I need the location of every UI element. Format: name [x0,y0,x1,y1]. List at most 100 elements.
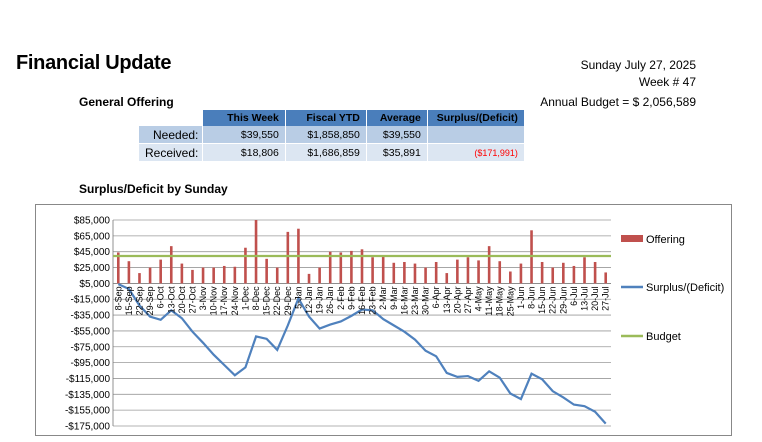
needed-average: $39,550 [366,126,428,144]
legend-offering-swatch [621,235,643,242]
report-date: Sunday July 27, 2025 [580,58,696,72]
offering-bar [413,263,417,284]
col-fiscal-ytd: Fiscal YTD [285,110,367,126]
y-tick-label: -$115,000 [66,374,111,385]
x-tick-label: 12-Jan [304,286,314,314]
offering-bar [254,220,258,284]
x-tick-label: 23-Mar [410,286,420,315]
x-tick-label: 19-Jan [315,286,325,314]
row-label-received: Received: [139,143,204,162]
x-tick-label: 27-Jul [601,286,611,311]
offering-bar [138,273,141,284]
x-tick-label: 8-Dec [251,286,261,311]
offering-bar [466,257,470,284]
x-tick-label: 15-Sep [124,286,134,315]
x-tick-label: 6-Jul [569,286,579,306]
y-tick-label: -$75,000 [71,342,111,353]
offering-bar [180,263,184,284]
y-tick-label: -$135,000 [65,390,110,401]
header-blank [139,110,203,126]
offering-bar [477,260,480,284]
offering-bar [275,267,279,284]
offering-bar [551,267,555,284]
offering-bar [540,261,544,284]
needed-surplus [427,126,525,144]
offering-bar [212,267,215,284]
offering-bar [498,261,502,284]
offering-bar [456,259,459,284]
x-tick-label: 13-Jul [580,286,590,311]
x-tick-label: 29-Jun [558,286,568,314]
y-tick-label: $5,000 [79,279,110,290]
x-tick-label: 25-May [505,286,515,317]
offering-bar [339,252,343,284]
x-tick-label: 15-Dec [262,286,272,316]
surplus-deficit-chart: $85,000 $65,000 $45,000 $25,000 $5,000 -$15,0… [65,216,724,433]
received-ytd: $1,686,859 [285,143,367,162]
x-tick-label: 29-Sep [145,286,155,315]
x-tick-label: 9-Mar [389,286,399,310]
x-tick-label: 13-Oct [166,286,176,314]
x-tick-label: 10-Nov [209,286,219,316]
x-tick-label: 8-Jun [527,286,537,309]
x-tick-label: 5-Jan [293,286,303,309]
x-tick-label: 15-Jun [537,286,547,314]
week-number: Week # 47 [638,75,696,89]
received-this-week: $18,806 [202,143,286,162]
offering-bar [562,262,565,284]
offering-bar [593,261,597,284]
offering-bar [159,259,162,284]
x-tick-label: 22-Dec [272,286,282,316]
x-tick-label: 26-Jan [325,286,335,314]
offering-bar [328,251,332,284]
x-tick-label: 22-Jun [548,286,558,314]
offering-bar [403,261,406,284]
offering-bar [222,265,226,284]
x-tick-label: 16-Feb [357,286,367,315]
y-tick-label: $85,000 [74,216,111,227]
y-tick-label: -$95,000 [71,358,111,369]
x-tick-label: 27-Oct [187,286,197,314]
needed-this-week: $39,550 [202,126,286,144]
chart-area: $85,000 $65,000 $45,000 $25,000 $5,000 -$15,0… [35,204,732,436]
offering-bar [116,252,120,284]
col-average: Average [366,110,428,126]
needed-ytd: $1,858,850 [285,126,367,144]
x-tick-label: 20-Jul [590,286,600,311]
offering-bar [265,258,268,284]
chart-title: Surplus/Deficit by Sunday [79,182,228,196]
received-average: $35,891 [366,143,428,162]
col-surplus: Surplus/(Deficit) [427,110,525,126]
legend-budget-label: Budget [646,331,681,343]
offering-bar [583,257,586,284]
x-tick-label: 18-May [495,286,505,317]
offering-bar [392,262,396,284]
x-tick-label: 16-Mar [399,286,409,315]
x-tick-label: 1-Jun [516,286,526,309]
offering-bar [307,273,311,284]
x-tick-label: 20-Apr [452,286,462,313]
offering-bar [286,231,290,284]
page-title: Financial Update [16,52,172,74]
x-tick-label: 1-Dec [240,286,250,311]
y-tick-label: -$155,000 [65,406,110,417]
offering-bar [233,266,237,284]
x-tick-label: 11-May [484,286,494,316]
general-offering-title: General Offering [79,95,174,109]
offering-bar [127,261,131,284]
x-tick-label: 29-Dec [283,286,293,316]
table-row: Needed: $39,550 $1,858,850 $39,550 [139,126,525,144]
x-tick-label: 24-Nov [230,286,240,316]
x-tick-label: 2-Feb [336,286,346,310]
offering-bar [169,246,173,284]
x-tick-label: 30-Mar [421,286,431,315]
x-tick-label: 2-Mar [378,286,388,310]
y-tick-label: $25,000 [74,263,111,274]
offering-bar [604,272,608,284]
offering-bar [424,267,427,284]
y-tick-label: -$55,000 [71,326,111,337]
offering-bar [148,267,152,284]
y-tick-label: -$35,000 [71,311,111,322]
x-tick-label: 6-Oct [156,286,166,309]
offering-bar [360,249,364,284]
